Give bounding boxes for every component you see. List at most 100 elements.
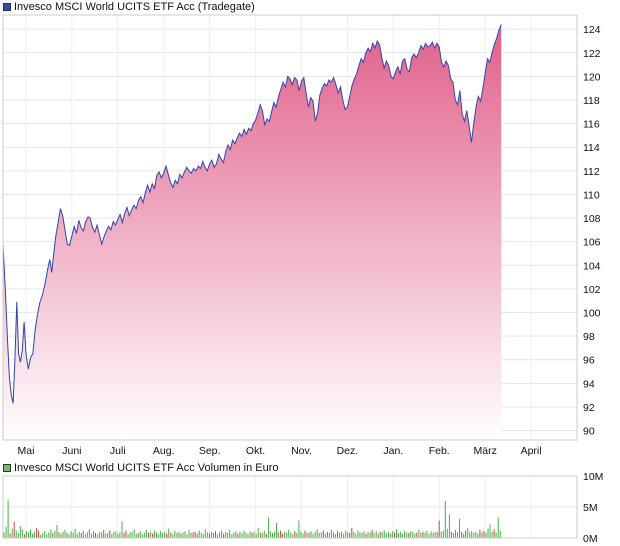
- volume-bar: [156, 532, 157, 538]
- price-y-tick-label: 100: [583, 308, 601, 320]
- volume-bar: [72, 532, 74, 538]
- volume-bar: [215, 531, 216, 538]
- volume-bar: [345, 530, 347, 538]
- volume-bar: [426, 530, 428, 538]
- volume-bar: [373, 533, 375, 538]
- price-plot-frame: [2, 14, 578, 441]
- volume-bar: [265, 533, 267, 538]
- volume-bar: [369, 532, 371, 538]
- volume-bar: [64, 529, 66, 538]
- volume-bar: [361, 533, 363, 538]
- volume-bar: [422, 531, 424, 538]
- volume-bar: [93, 531, 94, 538]
- volume-bar: [328, 533, 330, 538]
- volume-bar: [300, 531, 302, 538]
- volume-bar: [111, 534, 113, 538]
- price-y-tick-label: 90: [583, 426, 595, 438]
- volume-bar: [137, 533, 139, 538]
- volume-bar: [259, 532, 261, 538]
- volume-bar: [113, 531, 115, 538]
- volume-grid: [3, 475, 577, 539]
- volume-bar: [88, 529, 90, 538]
- volume-bar: [296, 533, 298, 538]
- volume-bar: [78, 531, 80, 538]
- volume-bar: [231, 534, 233, 538]
- volume-bar: [13, 521, 15, 538]
- volume-bar: [166, 533, 168, 538]
- volume-bar: [335, 534, 336, 538]
- price-x-tick-label: Feb.: [429, 445, 450, 457]
- volume-bar: [343, 533, 345, 538]
- volume-bar: [450, 531, 452, 538]
- volume-bar: [278, 532, 280, 538]
- volume-bar: [408, 533, 410, 538]
- price-y-tick-label: 122: [583, 48, 601, 60]
- volume-bar: [204, 529, 206, 538]
- volume-bar: [99, 531, 101, 538]
- volume-y-tick-label: 5M: [583, 502, 598, 514]
- volume-bar: [95, 533, 96, 538]
- volume-bar: [398, 533, 399, 538]
- volume-bar: [225, 531, 227, 538]
- price-y-tick-label: 118: [583, 95, 600, 107]
- volume-bar: [164, 531, 166, 538]
- volume-y-tick-label: 10M: [583, 471, 603, 483]
- volume-bar: [217, 534, 218, 538]
- volume-bar: [9, 533, 11, 538]
- volume-bar: [44, 531, 46, 538]
- volume-bar: [292, 534, 294, 538]
- volume-bar: [7, 500, 9, 538]
- price-x-tick-label: Mai: [17, 445, 34, 457]
- price-y-tick-label: 124: [583, 24, 601, 36]
- volume-bar: [206, 532, 208, 538]
- price-y-tick-label: 114: [583, 142, 600, 154]
- volume-bar: [465, 530, 467, 538]
- volume-bar: [404, 530, 406, 538]
- volume-bar: [367, 531, 369, 538]
- volume-bar: [178, 531, 180, 538]
- volume-bar: [25, 531, 27, 538]
- volume-bar: [70, 531, 72, 538]
- volume-chart-title: Invesco MSCI World UCITS ETF Acc Volumen…: [14, 462, 279, 474]
- volume-bar: [444, 500, 446, 538]
- volume-bar: [267, 517, 269, 538]
- volume-bar: [326, 531, 328, 538]
- volume-bar: [241, 533, 243, 538]
- volume-bar: [381, 532, 383, 538]
- volume-bar: [457, 532, 458, 538]
- volume-bar: [363, 531, 365, 538]
- volume-bar: [176, 533, 178, 538]
- volume-bar: [68, 534, 70, 538]
- volume-bar: [461, 531, 463, 538]
- volume-bar: [400, 531, 402, 538]
- price-y-tick-label: 102: [583, 284, 601, 296]
- volume-bar: [123, 533, 125, 538]
- volume-bar: [436, 532, 438, 538]
- volume-bar: [103, 529, 105, 538]
- volume-bar: [125, 530, 127, 538]
- volume-bar: [219, 532, 221, 538]
- volume-bar: [261, 533, 263, 538]
- price-x-tick-label: April: [521, 445, 542, 457]
- volume-bar: [487, 528, 489, 538]
- volume-bar: [247, 534, 249, 538]
- price-x-tick-label: Juli: [110, 445, 126, 457]
- volume-bar: [253, 531, 255, 538]
- volume-bar: [17, 533, 19, 538]
- volume-chart-legend: Invesco MSCI World UCITS ETF Acc Volumen…: [3, 462, 279, 474]
- volume-bar: [251, 533, 253, 538]
- volume-bar: [101, 532, 103, 538]
- volume-bar: [82, 530, 84, 538]
- volume-bar: [483, 531, 485, 538]
- price-x-tick-label: Sep.: [199, 445, 221, 457]
- volume-bar: [324, 533, 326, 538]
- volume-bar: [286, 533, 288, 538]
- price-y-tick-label: 110: [583, 189, 600, 201]
- volume-bar: [337, 531, 338, 538]
- volume-bar: [479, 529, 481, 538]
- volume-bar: [42, 533, 44, 538]
- volume-bar: [257, 528, 259, 538]
- volume-bar: [412, 531, 414, 538]
- volume-bar: [149, 531, 151, 538]
- price-y-tick-label: 98: [583, 331, 595, 343]
